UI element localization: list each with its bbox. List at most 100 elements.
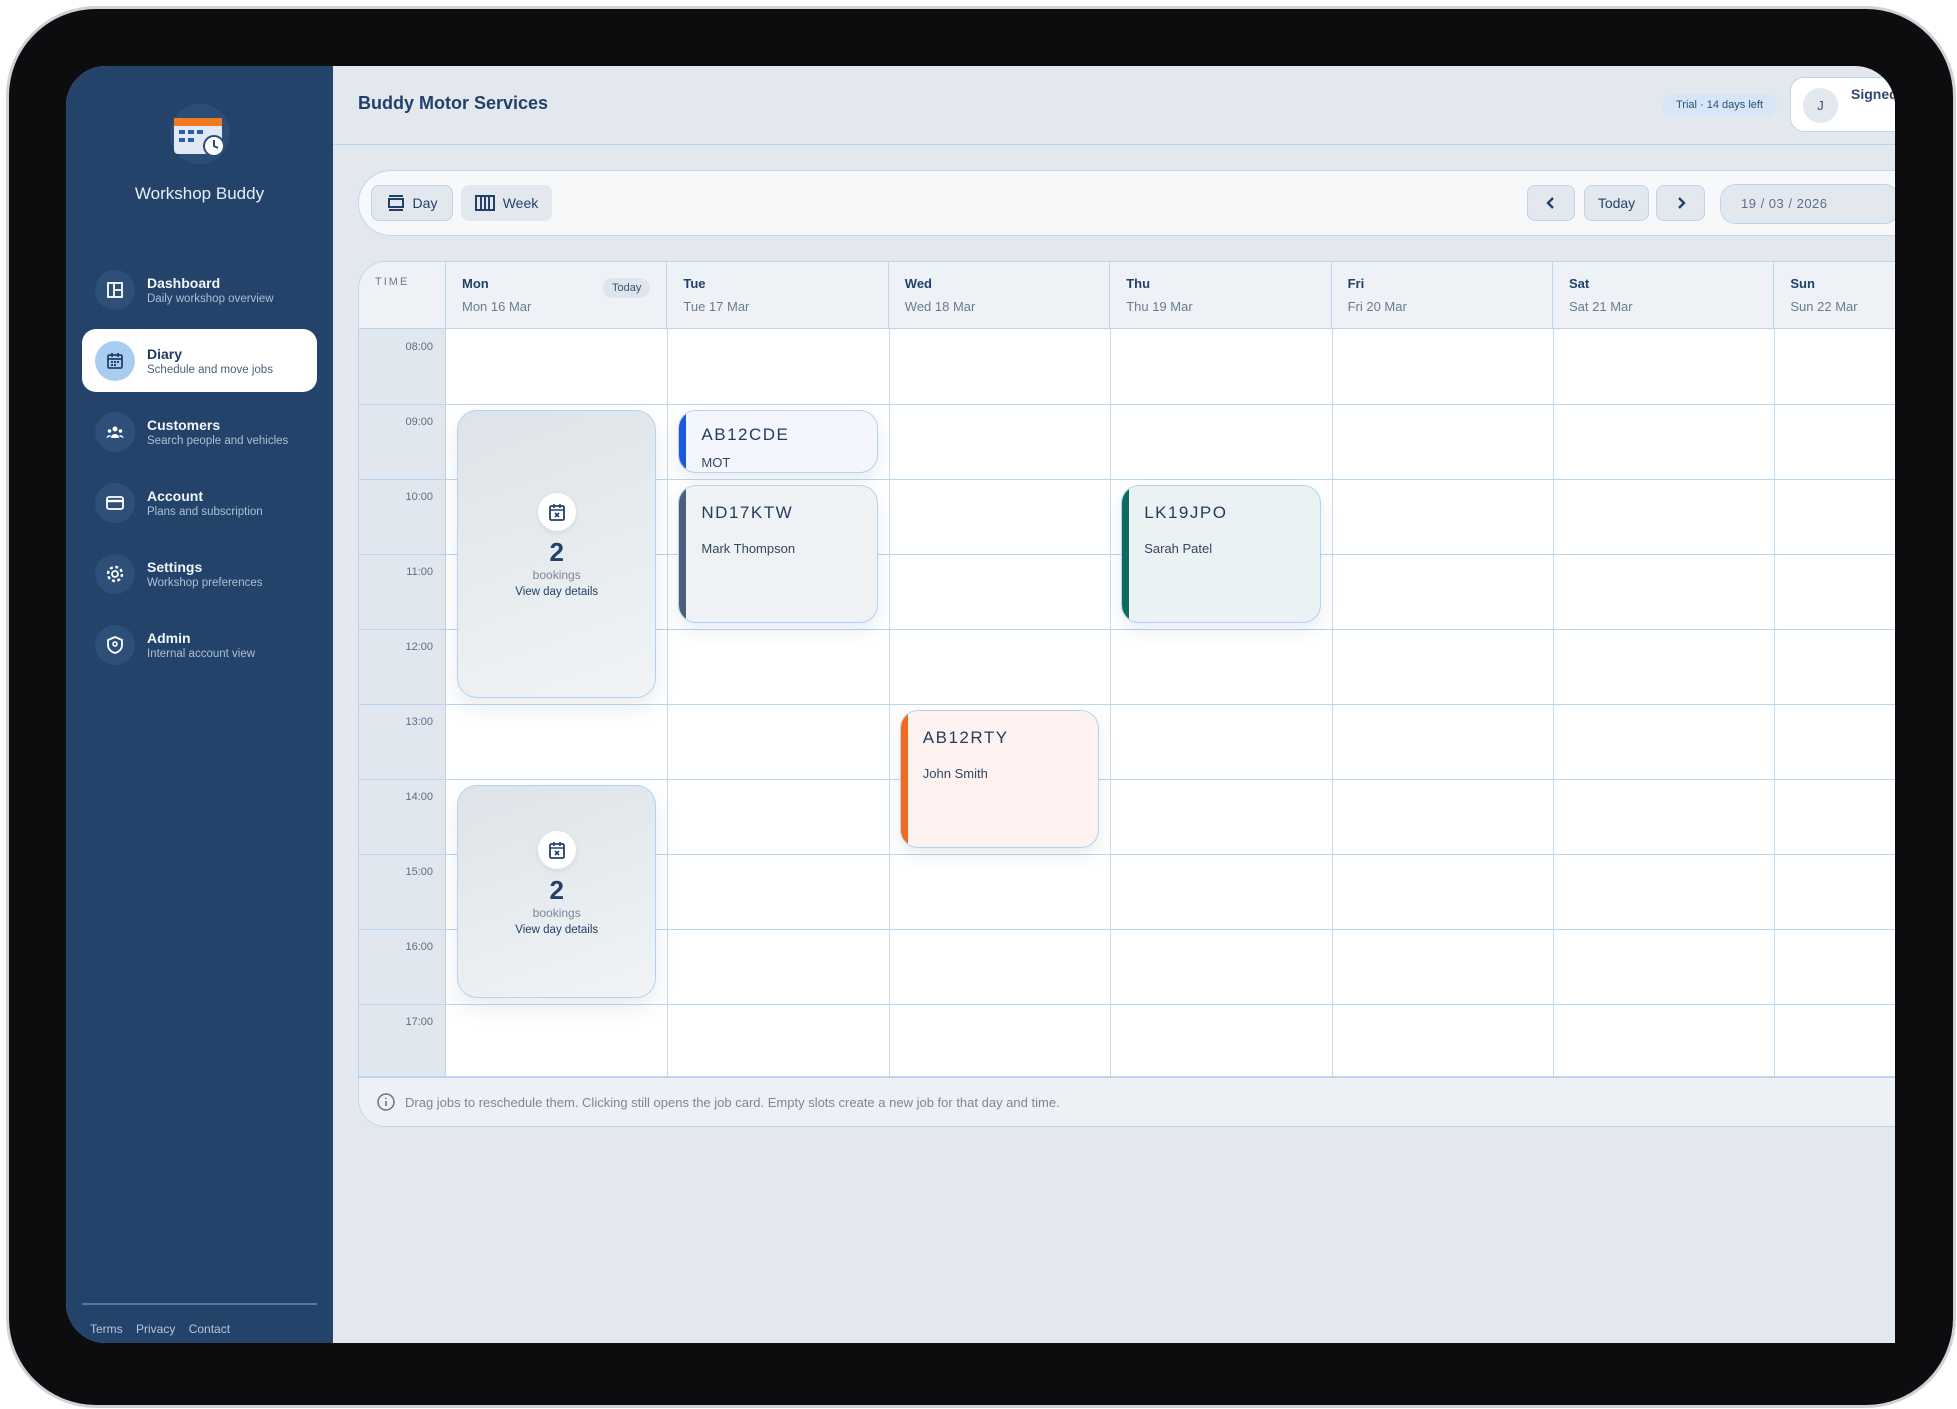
- empty-time-slot[interactable]: [667, 779, 888, 854]
- empty-time-slot[interactable]: [1774, 779, 1895, 854]
- empty-time-slot[interactable]: [1332, 404, 1553, 479]
- empty-time-slot[interactable]: [1110, 854, 1331, 929]
- week-view-button[interactable]: Week: [461, 185, 552, 221]
- view-day-details-link[interactable]: View day details: [515, 923, 599, 936]
- terms-link[interactable]: Terms: [90, 1322, 123, 1336]
- empty-time-slot[interactable]: [1553, 929, 1774, 1004]
- empty-time-slot[interactable]: [1110, 404, 1331, 479]
- empty-time-slot[interactable]: [446, 329, 667, 404]
- empty-time-slot[interactable]: [1553, 479, 1774, 554]
- empty-time-slot[interactable]: [889, 1004, 1110, 1079]
- sidebar-divider: [82, 1303, 317, 1305]
- empty-time-slot[interactable]: [889, 329, 1110, 404]
- previous-week-button[interactable]: [1527, 185, 1575, 221]
- job-card[interactable]: ND17KTW Mark Thompson: [678, 485, 878, 623]
- empty-time-slot[interactable]: [1332, 779, 1553, 854]
- empty-time-slot[interactable]: [446, 1004, 667, 1079]
- empty-time-slot[interactable]: [1774, 704, 1895, 779]
- next-week-button[interactable]: [1656, 185, 1705, 221]
- empty-time-slot[interactable]: [1110, 1004, 1331, 1079]
- empty-time-slot[interactable]: [1774, 479, 1895, 554]
- day-header-sat[interactable]: Sat Sat 21 Mar: [1553, 262, 1775, 329]
- empty-time-slot[interactable]: [667, 629, 888, 704]
- day-view-button[interactable]: Day: [371, 185, 453, 221]
- empty-time-slot[interactable]: [1332, 929, 1553, 1004]
- empty-time-slot[interactable]: [1332, 1004, 1553, 1079]
- day-header-sun[interactable]: Sun Sun 22 Mar: [1774, 262, 1895, 329]
- sidebar-item-account[interactable]: Account Plans and subscription: [82, 471, 317, 534]
- empty-time-slot[interactable]: [1332, 329, 1553, 404]
- empty-time-slot[interactable]: [1110, 779, 1331, 854]
- empty-time-slot[interactable]: [1553, 629, 1774, 704]
- empty-time-slot[interactable]: [889, 554, 1110, 629]
- contact-link[interactable]: Contact: [188, 1322, 231, 1336]
- empty-time-slot[interactable]: [1553, 854, 1774, 929]
- day-header-tue[interactable]: Tue Tue 17 Mar: [667, 262, 889, 329]
- empty-time-slot[interactable]: [667, 1004, 888, 1079]
- day-header-fri[interactable]: Fri Fri 20 Mar: [1331, 262, 1553, 329]
- empty-time-slot[interactable]: [1332, 479, 1553, 554]
- signed-in-label: Signed in: [1851, 86, 1895, 102]
- sidebar-item-admin[interactable]: Admin Internal account view: [82, 613, 317, 676]
- info-bar: Drag jobs to reschedule them. Clicking s…: [359, 1076, 1895, 1126]
- empty-time-slot[interactable]: [1774, 329, 1895, 404]
- vehicle-registration: ND17KTW: [701, 503, 794, 523]
- day-header-mon[interactable]: Mon Mon 16 Mar Today: [446, 262, 668, 329]
- empty-time-slot[interactable]: [1774, 929, 1895, 1004]
- empty-time-slot[interactable]: [667, 854, 888, 929]
- day-bookings-summary[interactable]: 2 bookings View day details: [457, 410, 657, 698]
- empty-time-slot[interactable]: [1332, 704, 1553, 779]
- empty-time-slot[interactable]: [667, 329, 888, 404]
- day-name: Tue: [683, 276, 706, 291]
- account-menu[interactable]: J Signed in: [1790, 77, 1895, 132]
- day-bookings-summary[interactable]: 2 bookings View day details: [457, 785, 657, 998]
- vehicle-registration: AB12RTY: [922, 728, 1009, 748]
- empty-time-slot[interactable]: [1553, 554, 1774, 629]
- empty-time-slot[interactable]: [1774, 404, 1895, 479]
- empty-time-slot[interactable]: [667, 704, 888, 779]
- sidebar-item-diary[interactable]: Diary Schedule and move jobs: [82, 329, 317, 392]
- empty-time-slot[interactable]: [1553, 404, 1774, 479]
- empty-time-slot[interactable]: [1553, 329, 1774, 404]
- empty-time-slot[interactable]: [1774, 554, 1895, 629]
- day-header-thu[interactable]: Thu Thu 19 Mar: [1110, 262, 1332, 329]
- empty-time-slot[interactable]: [889, 404, 1110, 479]
- empty-time-slot[interactable]: [889, 929, 1110, 1004]
- view-day-details-link[interactable]: View day details: [515, 586, 599, 598]
- job-detail: MOT: [701, 455, 731, 471]
- sidebar-item-label: Account: [147, 487, 203, 504]
- empty-time-slot[interactable]: [889, 629, 1110, 704]
- empty-time-slot[interactable]: [1332, 854, 1553, 929]
- hour-label: 08:00: [405, 341, 433, 353]
- info-text: Drag jobs to reschedule them. Clicking s…: [405, 1094, 1060, 1110]
- empty-time-slot[interactable]: [1553, 1004, 1774, 1079]
- sidebar-item-dashboard[interactable]: Dashboard Daily workshop overview: [82, 258, 317, 321]
- empty-time-slot[interactable]: [1332, 554, 1553, 629]
- date-picker-input[interactable]: 19 / 03 / 2026: [1720, 184, 1895, 224]
- empty-time-slot[interactable]: [1774, 1004, 1895, 1079]
- privacy-link[interactable]: Privacy: [136, 1322, 176, 1336]
- empty-time-slot[interactable]: [1774, 854, 1895, 929]
- empty-time-slot[interactable]: [1553, 704, 1774, 779]
- day-header-wed[interactable]: Wed Wed 18 Mar: [888, 262, 1111, 329]
- sidebar-item-customers[interactable]: Customers Search people and vehicles: [82, 400, 317, 463]
- job-card[interactable]: AB12CDE MOT: [678, 410, 878, 473]
- empty-time-slot[interactable]: [889, 854, 1110, 929]
- sidebar-item-settings[interactable]: Settings Workshop preferences: [82, 542, 317, 605]
- empty-time-slot[interactable]: [667, 929, 888, 1004]
- empty-time-slot[interactable]: [1110, 629, 1331, 704]
- job-card[interactable]: LK19JPO Sarah Patel: [1121, 485, 1321, 623]
- empty-time-slot[interactable]: [1110, 704, 1331, 779]
- empty-time-slot[interactable]: [1110, 329, 1331, 404]
- hour-label: 14:00: [405, 791, 433, 803]
- job-card[interactable]: AB12RTY John Smith: [899, 710, 1100, 848]
- empty-time-slot[interactable]: [1332, 629, 1553, 704]
- empty-time-slot[interactable]: [889, 479, 1110, 554]
- empty-time-slot[interactable]: [1553, 779, 1774, 854]
- empty-time-slot[interactable]: [446, 704, 667, 779]
- job-status-bar: [1122, 486, 1130, 622]
- empty-time-slot[interactable]: [1774, 629, 1895, 704]
- today-button[interactable]: Today: [1584, 185, 1649, 221]
- hour-label: 12:00: [405, 641, 433, 653]
- empty-time-slot[interactable]: [1110, 929, 1331, 1004]
